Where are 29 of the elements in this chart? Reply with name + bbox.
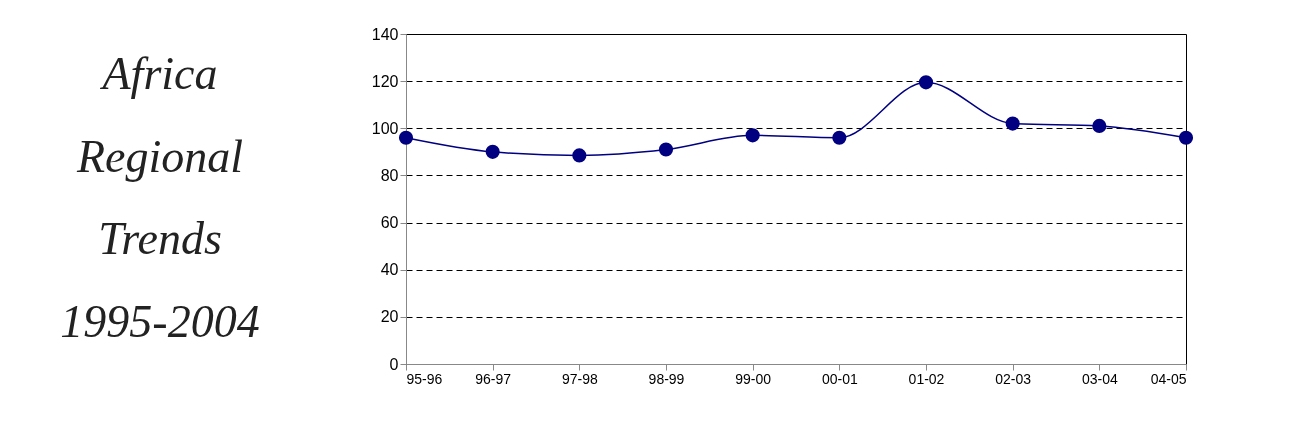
x-tick-label: 98-99 [648,370,685,387]
point [832,130,847,145]
y-tick-label: 80 [380,166,399,184]
x-tick-label: 04-05 [1150,370,1187,387]
point [1005,116,1020,131]
x-tick-label: 02-03 [995,370,1032,387]
x-tick-label: 01-02 [908,370,945,387]
text: Africa Regional Trends 1995-2004 [60,48,260,347]
x-tick-label: 99-00 [735,370,772,387]
y-tick-label: 120 [371,72,399,90]
x-tick-label: 96-97 [475,370,512,387]
x-tick-label: 95-96 [406,370,443,387]
point [658,142,674,157]
point [485,144,500,159]
y-tick-label: 100 [371,119,399,137]
y-tick-label: 140 [371,25,399,43]
x-tick-label: 97-98 [561,370,598,387]
point [1092,118,1107,133]
y-tick-label: 40 [380,261,399,279]
point [918,75,934,90]
x-tick-label: 00-01 [821,370,858,387]
y-tick-label: 0 [389,355,399,373]
point [1178,130,1194,145]
y-tick-label: 60 [380,214,399,232]
point [572,148,587,163]
x-tick-label: 03-04 [1081,370,1118,387]
point [398,130,414,145]
point [745,128,760,143]
y-tick-label: 20 [380,308,399,326]
